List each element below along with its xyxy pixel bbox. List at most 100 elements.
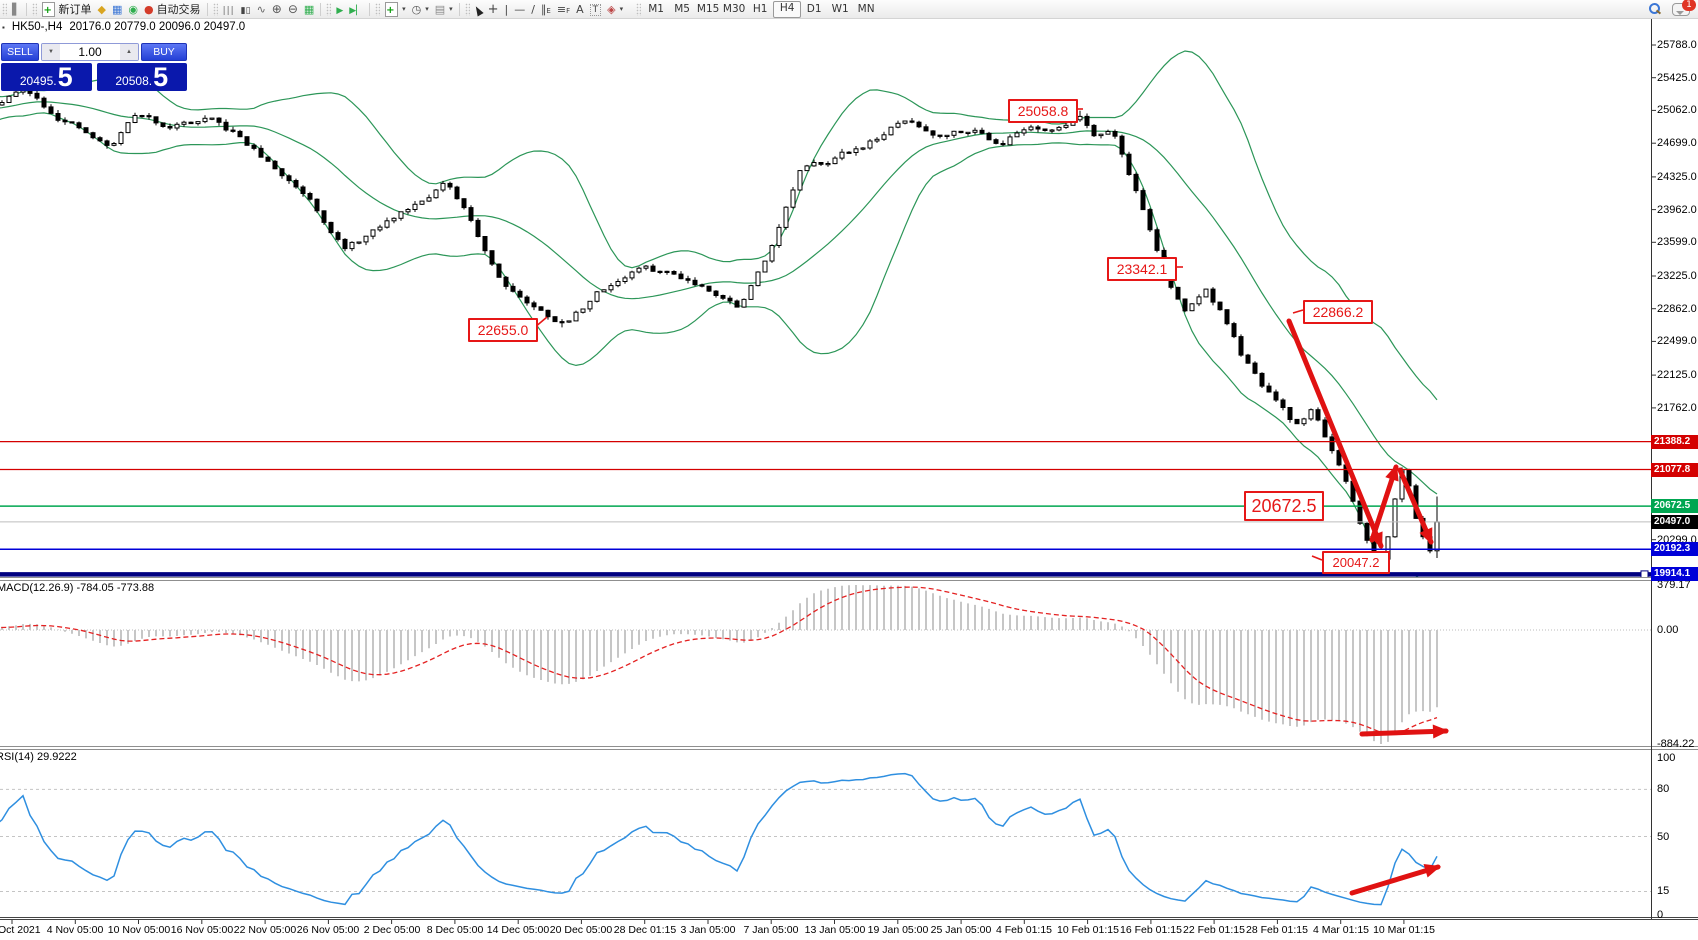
time-axis-tick: 26 Nov 05:00: [296, 924, 360, 936]
vertical-line-button[interactable]: |: [501, 1, 511, 17]
sell-button[interactable]: SELL: [1, 43, 39, 61]
volume-increase-button[interactable]: ▲: [120, 44, 138, 60]
indicators-button[interactable]: + ▾: [382, 1, 409, 17]
arrows-button[interactable]: ◈ ▾: [604, 1, 626, 17]
zoom-out-button[interactable]: ⊖: [285, 1, 301, 17]
panel-separator[interactable]: [0, 749, 1698, 750]
toolbar-grip[interactable]: [375, 2, 381, 16]
time-axis-tick: 16 Feb 01:15: [1120, 924, 1182, 936]
toolbar-grip[interactable]: [464, 2, 470, 16]
chat-icon[interactable]: 1: [1672, 0, 1696, 16]
crosshair-button[interactable]: +: [485, 1, 502, 17]
chevron-down-icon[interactable]: ▾: [425, 5, 429, 13]
bar-chart-button[interactable]: |||: [220, 1, 238, 17]
timeframe-h4-button[interactable]: H4: [773, 0, 802, 18]
price-level-flag[interactable]: 20497.0: [1651, 515, 1698, 529]
toolbar-grip[interactable]: [2, 2, 7, 16]
hline-icon: —: [514, 2, 526, 16]
ohlc-values-label: 20176.0 20779.0 20096.0 20497.0: [69, 21, 246, 33]
chart-bullet-icon: ▪: [2, 22, 5, 32]
price-callout[interactable]: 20672.5: [1244, 491, 1324, 521]
timeframe-m15-button[interactable]: M15: [696, 2, 720, 15]
price-level-flag[interactable]: 20672.5: [1651, 499, 1698, 513]
text-label-button[interactable]: T: [587, 1, 605, 17]
templates-button[interactable]: ▤ ▾: [432, 1, 456, 17]
toolbar-grip[interactable]: [32, 2, 38, 16]
text-button[interactable]: A: [573, 1, 587, 17]
trend-arrow[interactable]: [1359, 724, 1449, 739]
rsi-axis-tick: 0: [1657, 909, 1664, 921]
zoom-in-button[interactable]: ⊕: [269, 1, 285, 17]
panel-separator[interactable]: [0, 577, 1698, 578]
trend-arrow[interactable]: [1286, 318, 1384, 549]
equidistant-channel-button[interactable]: ∥E: [538, 1, 554, 17]
time-axis-tick: 3 Jan 05:00: [680, 924, 736, 936]
timeframe-d1-button[interactable]: D1: [806, 2, 822, 15]
price-axis-tick: 23599.0: [1657, 236, 1697, 248]
signals-button[interactable]: ◉: [125, 1, 141, 17]
price-callout[interactable]: 20047.2: [1322, 551, 1390, 574]
price-level-flag[interactable]: 19914.1: [1651, 567, 1698, 581]
timeframe-m1-button[interactable]: M1: [648, 2, 664, 15]
chart-shift-button[interactable]: ▶▏: [346, 1, 366, 17]
symbol-timeframe-label: HK50-,H4: [11, 21, 63, 33]
cursor-button[interactable]: ▲: [472, 1, 485, 19]
chevron-down-icon[interactable]: ▾: [619, 5, 624, 13]
timeframe-w1-button[interactable]: W1: [831, 2, 849, 15]
new-order-button[interactable]: + 新订单: [39, 1, 94, 17]
price-callout[interactable]: 22866.2: [1303, 300, 1373, 324]
autotrading-button[interactable]: ● 自动交易: [141, 1, 204, 17]
volume-value[interactable]: 1.00: [78, 45, 102, 59]
panel-separator[interactable]: [0, 580, 1698, 581]
trend-arrow[interactable]: [1397, 467, 1434, 545]
trend-arrow[interactable]: [1349, 864, 1441, 896]
trend-arrow[interactable]: [1369, 464, 1399, 543]
periods-button[interactable]: ◷ ▾: [409, 1, 432, 17]
price-callout[interactable]: 25058.8: [1008, 99, 1078, 123]
tile-windows-button[interactable]: ▦: [301, 1, 317, 17]
buy-button[interactable]: BUY: [141, 43, 187, 61]
macd-panel: [0, 585, 1651, 744]
toolbar-grip[interactable]: [212, 2, 218, 16]
fibonacci-button[interactable]: ≡F: [554, 1, 573, 17]
auto-scroll-button[interactable]: ▶: [333, 1, 346, 17]
price-callout[interactable]: 22655.0: [468, 318, 538, 342]
chevron-down-icon[interactable]: ▾: [449, 5, 453, 13]
timeframe-h1-button[interactable]: H1: [752, 2, 768, 15]
chevron-down-icon[interactable]: ▾: [402, 5, 406, 13]
sell-price-panel[interactable]: 20495. 5: [1, 63, 92, 91]
price-level-flag[interactable]: 21388.2: [1651, 435, 1698, 449]
panel-separator[interactable]: [0, 746, 1698, 747]
time-axis-tick: 7 Jan 05:00: [743, 924, 799, 936]
profiles-button[interactable]: ◆: [94, 1, 108, 17]
line-selection-handle[interactable]: [1640, 570, 1649, 578]
candlestick-button[interactable]: ▮▯: [238, 1, 254, 17]
timeframe-m5-button[interactable]: M5: [674, 2, 690, 15]
price-level-flag[interactable]: 20192.3: [1651, 542, 1698, 556]
market-watch-button[interactable]: ▦: [109, 1, 125, 17]
toolbar-right-icons: 1: [1648, 0, 1696, 16]
timeframe-mn-button[interactable]: MN: [857, 2, 875, 15]
line-chart-button[interactable]: ∿: [254, 1, 269, 17]
chart-window-icon[interactable]: ▌: [9, 1, 23, 17]
vline-icon: |: [504, 2, 509, 16]
trendline-icon: /: [531, 2, 535, 16]
trendline-button[interactable]: /: [528, 1, 538, 17]
search-icon[interactable]: [1648, 3, 1660, 15]
horizontal-line-button[interactable]: —: [511, 1, 528, 17]
price-callout[interactable]: 23342.1: [1107, 257, 1177, 281]
price-level-flag[interactable]: 21077.8: [1651, 463, 1698, 477]
timeframe-m30-button[interactable]: M30: [722, 2, 746, 15]
text-icon: A: [576, 2, 584, 16]
indicators-icon: +: [385, 1, 399, 17]
buy-price-panel[interactable]: 20508. 5: [96, 63, 187, 91]
auto-scroll-icon: ▶: [336, 5, 344, 16]
zoom-in-icon: ⊕: [271, 2, 282, 16]
toolbar-grip[interactable]: [636, 2, 642, 16]
zoom-out-icon: ⊖: [287, 2, 298, 16]
volume-decrease-button[interactable]: ▼: [42, 44, 60, 60]
buy-price-main: 20508.: [115, 74, 153, 88]
toolbar-grip[interactable]: [326, 2, 332, 16]
time-axis-tick: 4 Nov 05:00: [46, 924, 104, 936]
